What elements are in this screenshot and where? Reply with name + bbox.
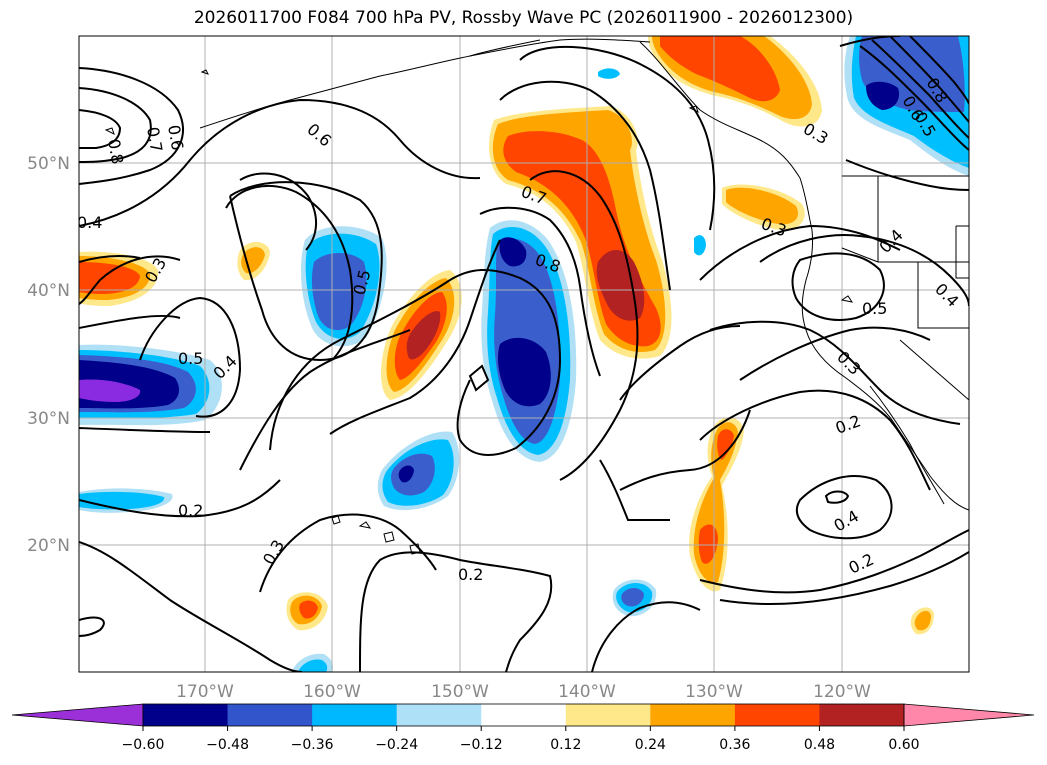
colorbar-bin (481, 704, 567, 726)
lon-label-150w: 150°W (431, 682, 489, 702)
lat-label-50n: 50°N (27, 154, 70, 174)
borders (841, 175, 969, 401)
colorbar-extend-high (903, 703, 1035, 727)
svg-text:0.4: 0.4 (77, 213, 102, 232)
colorbar-bin (227, 704, 313, 726)
pv-contours (79, 36, 969, 672)
colorbar-tick-label: −0.36 (291, 737, 334, 753)
colorbar-tick-label: 0.36 (719, 737, 750, 753)
colorbar-tick-label: −0.60 (122, 737, 165, 753)
lon-label-120w: 120°W (813, 682, 871, 702)
colorbar-bin (734, 704, 820, 726)
colorbar-bin (819, 704, 905, 726)
colorbar-tick-label: −0.12 (460, 737, 503, 753)
longitude-labels: 170°W 160°W 150°W 140°W 130°W 120°W (176, 682, 871, 702)
lat-label-40n: 40°N (27, 281, 70, 301)
colorbar-bin (650, 704, 736, 726)
colorbar-bin (143, 704, 229, 726)
lat-label-30n: 30°N (27, 409, 70, 429)
lon-label-160w: 160°W (303, 682, 361, 702)
colorbar-tick-label: −0.24 (375, 737, 418, 753)
svg-text:0.2: 0.2 (178, 501, 203, 520)
colorbar-frame (142, 703, 905, 727)
lon-label-170w: 170°W (176, 682, 234, 702)
lon-label-130w: 130°W (685, 682, 743, 702)
plot-frame (78, 35, 970, 673)
colorbar-tick-label: 0.12 (550, 737, 581, 753)
svg-text:0.6: 0.6 (164, 123, 187, 151)
latitude-labels: 50°N 40°N 30°N 20°N (27, 154, 70, 556)
lat-label-20n: 20°N (27, 536, 70, 556)
colorbar: −0.60 −0.48 −0.36 −0.24 −0.12 0.12 0.24 0.36 0.4… (11, 703, 1035, 753)
colorbar-ticks: −0.60 −0.48 −0.36 −0.24 −0.12 0.12 0.24 0.36 0.4… (122, 726, 920, 753)
colorbar-tick-label: 0.60 (888, 737, 919, 753)
svg-text:0.7: 0.7 (143, 125, 166, 153)
colorbar-extend-low (11, 703, 144, 727)
svg-text:0.2: 0.2 (458, 565, 483, 584)
svg-text:0.5: 0.5 (178, 349, 203, 368)
colorbar-bin (312, 704, 398, 726)
shaded-anomalies (79, 36, 969, 672)
colorbar-tick-label: −0.48 (206, 737, 249, 753)
colorbar-tick-label: 0.24 (635, 737, 666, 753)
gridlines (79, 36, 969, 672)
colorbar-tick-label: 0.48 (804, 737, 835, 753)
figure-title: 2026011700 F084 700 hPa PV, Rossby Wave … (193, 8, 854, 28)
colorbar-bin (396, 704, 482, 726)
colorbar-swatches (11, 703, 1035, 727)
lon-label-140w: 140°W (558, 682, 616, 702)
svg-text:0.8: 0.8 (104, 137, 127, 165)
svg-text:0.5: 0.5 (862, 299, 887, 318)
colorbar-bin (565, 704, 651, 726)
